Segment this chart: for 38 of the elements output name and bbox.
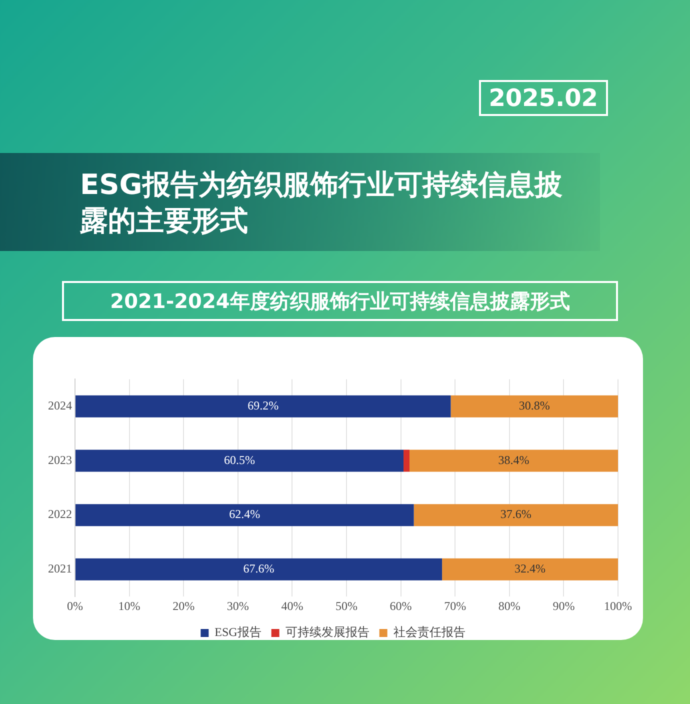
chart-title: ESG报告为纺织服饰行业可持续信息披露的主要形式: [80, 167, 564, 239]
y-tick-label: 2021: [48, 562, 72, 576]
text: 2025.02: [478, 80, 608, 116]
legend-label: 社会责任报告: [393, 625, 466, 640]
y-tick-label: 2022: [48, 507, 72, 522]
bar: [76, 395, 451, 418]
legend-label: ESG报告: [214, 625, 262, 640]
bar: [76, 450, 404, 472]
data-label: 67.6%: [243, 562, 274, 576]
data-label: 60.5%: [224, 452, 256, 467]
bar: [414, 504, 618, 526]
x-tick-label: 90%: [552, 598, 575, 613]
x-tick-label: 0%: [67, 598, 83, 613]
x-tick-label: 80%: [498, 598, 520, 613]
x-tick-label: 40%: [281, 598, 304, 613]
data-label: 30.8%: [518, 398, 550, 413]
y-tick-label: 2023: [48, 452, 72, 467]
data-label: 32.4%: [514, 562, 546, 576]
bar: [450, 395, 618, 418]
x-tick-label: 10%: [118, 598, 140, 613]
y-tick-label: 2024: [48, 398, 72, 413]
data-label: 38.4%: [498, 452, 530, 467]
x-tick-label: 20%: [172, 598, 195, 613]
chart-subtitle: 2021-2024年度纺织服饰行业可持续信息披露形式: [62, 281, 618, 321]
x-tick-label: 50%: [336, 598, 358, 613]
bar: [76, 504, 414, 526]
x-tick-label: 60%: [390, 598, 412, 613]
bar: [409, 450, 618, 472]
data-label: 69.2%: [248, 398, 279, 413]
bar: [404, 450, 410, 472]
bar: [442, 558, 618, 580]
legend-label: 可持续发展报告: [285, 625, 370, 640]
data-label: 62.4%: [229, 507, 260, 522]
x-tick-label: 30%: [226, 598, 249, 613]
x-tick-label: 70%: [444, 598, 466, 613]
data-label: 37.6%: [500, 507, 532, 522]
x-tick-label: 100%: [604, 598, 632, 613]
bar: [76, 558, 442, 580]
